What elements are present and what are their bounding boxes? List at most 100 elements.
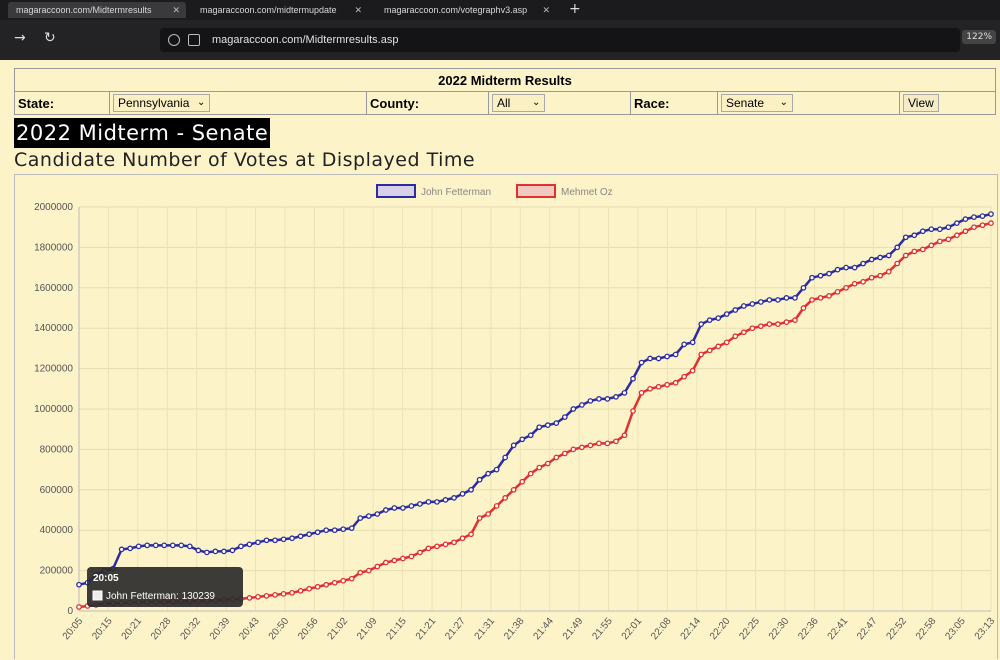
data-point-oz (263, 592, 270, 599)
data-point-fetterman (775, 297, 781, 303)
zoom-level[interactable]: 122% (962, 30, 996, 44)
data-point-fetterman (527, 432, 534, 439)
data-point-oz (76, 604, 82, 610)
data-point-oz (638, 389, 645, 396)
data-point-oz (937, 238, 943, 245)
data-point-oz (979, 222, 986, 229)
data-point-fetterman (826, 270, 832, 277)
y-tick-label: 2000000 (34, 202, 73, 213)
data-point-oz (510, 486, 517, 493)
data-point-oz (826, 293, 832, 299)
data-point-fetterman (945, 224, 952, 231)
data-point-oz (493, 503, 500, 509)
race-label: Race: (630, 91, 718, 115)
data-point-fetterman (988, 211, 994, 217)
data-point-oz (911, 248, 918, 255)
tab-vote-graph[interactable]: magaraccoon.com/votegraphv3.asp ✕ (376, 2, 556, 18)
tooltip-title: 20:05 (93, 573, 119, 584)
data-point-fetterman (408, 503, 415, 509)
data-point-fetterman (306, 531, 312, 538)
data-point-fetterman (152, 542, 159, 549)
data-point-fetterman (877, 254, 884, 261)
tab-midterm-update[interactable]: magaraccoon.com/midtermupdate ✕ (192, 2, 368, 18)
data-point-oz (647, 385, 653, 392)
forward-arrow-icon[interactable]: → (14, 30, 26, 46)
address-bar[interactable]: magaraccoon.com/Midtermresults.asp (160, 28, 960, 52)
state-value: Pennsylvania (118, 96, 190, 110)
y-tick-label: 1200000 (34, 364, 73, 375)
close-icon[interactable]: ✕ (354, 5, 362, 15)
data-point-oz (587, 442, 594, 449)
data-point-fetterman (792, 295, 798, 301)
data-point-fetterman (843, 264, 849, 271)
state-select[interactable]: Pennsylvania ⌄ (113, 94, 211, 112)
new-tab-plus-icon[interactable]: + (569, 1, 581, 17)
chevron-down-icon: ⌄ (197, 97, 206, 108)
x-tick-label: 21:38 (502, 616, 527, 643)
data-point-fetterman (954, 220, 960, 227)
close-icon[interactable]: ✕ (172, 5, 180, 15)
data-point-fetterman (885, 252, 892, 259)
y-tick-label: 0 (67, 606, 73, 617)
data-point-fetterman (238, 543, 244, 550)
data-point-fetterman (357, 515, 364, 521)
data-point-fetterman (553, 420, 560, 426)
data-point-fetterman (732, 307, 739, 313)
chart-container: 0 200000 400000 600000 800000 1000000 1200000 1… (14, 174, 998, 659)
legend-label-oz: Mehmet Oz (561, 187, 613, 198)
x-tick-label: 21:27 (443, 616, 468, 643)
view-button[interactable]: View (903, 94, 939, 112)
filter-table: 2022 Midterm Results State: Pennsylvania… (14, 68, 996, 115)
data-point-fetterman (689, 339, 696, 346)
reload-icon[interactable]: ↻ (44, 30, 56, 46)
data-point-fetterman (544, 422, 551, 429)
data-point-fetterman (425, 499, 432, 505)
data-point-oz (809, 297, 815, 303)
data-point-fetterman (118, 546, 125, 553)
data-point-oz (698, 351, 705, 358)
data-point-oz (766, 321, 773, 328)
data-point-oz (519, 478, 526, 485)
legend-label-fetterman: John Fetterman (421, 187, 491, 198)
race-select[interactable]: Senate ⌄ (721, 94, 794, 112)
data-point-oz (928, 242, 935, 249)
data-point-oz (919, 246, 926, 253)
data-point-fetterman (783, 295, 790, 301)
data-point-fetterman (851, 264, 858, 271)
data-point-fetterman (391, 505, 398, 511)
data-point-fetterman (809, 274, 815, 281)
data-point-fetterman (221, 548, 227, 555)
tab-midterm-results[interactable]: magaraccoon.com/Midtermresults ✕ (8, 2, 186, 18)
data-point-fetterman (596, 396, 602, 402)
data-point-oz (715, 343, 722, 350)
data-point-oz (596, 440, 602, 447)
data-point-oz (885, 268, 892, 275)
data-point-fetterman (715, 315, 722, 321)
x-tick-label: 22:08 (649, 616, 674, 643)
data-point-oz (843, 284, 849, 291)
data-point-fetterman (860, 260, 866, 267)
data-point-fetterman (587, 398, 594, 404)
data-point-oz (630, 408, 636, 414)
x-tick-label: 20:05 (61, 616, 86, 643)
x-tick-label: 20:50 (267, 616, 292, 643)
county-select[interactable]: All ⌄ (492, 94, 546, 112)
data-point-oz (689, 367, 696, 374)
x-tick-label: 20:56 (296, 616, 321, 643)
tab-label: magaraccoon.com/votegraphv3.asp (384, 5, 528, 15)
data-point-oz (894, 260, 901, 267)
data-point-fetterman (979, 213, 986, 219)
data-point-oz (502, 495, 509, 501)
data-point-oz (613, 438, 619, 445)
data-point-fetterman (681, 341, 688, 348)
data-point-fetterman (928, 226, 935, 233)
data-point-fetterman (749, 301, 756, 307)
data-point-oz (732, 333, 739, 340)
data-point-fetterman (493, 466, 500, 473)
close-icon[interactable]: ✕ (542, 5, 550, 15)
data-point-fetterman (400, 505, 406, 511)
data-point-fetterman (468, 486, 474, 493)
y-tick-label: 400000 (40, 525, 74, 536)
data-point-oz (297, 587, 304, 594)
data-point-oz (988, 220, 994, 227)
